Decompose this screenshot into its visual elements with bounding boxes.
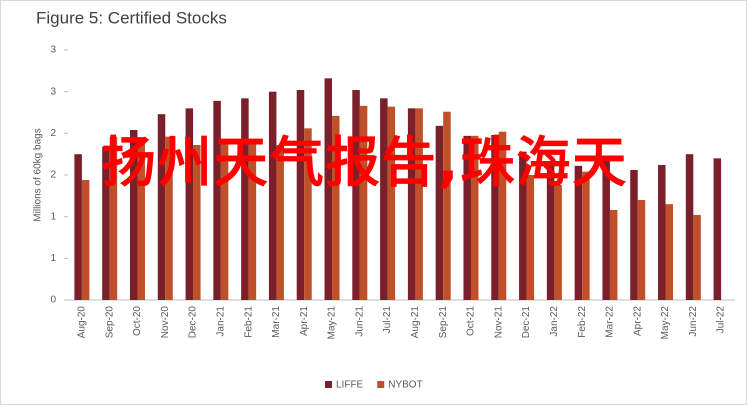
bar — [74, 154, 82, 300]
bar — [574, 165, 583, 300]
bar — [658, 165, 666, 300]
x-tick-label: Jun-21 — [354, 306, 365, 337]
bar — [304, 128, 312, 300]
bar — [387, 106, 396, 301]
y-tick-label: 3 — [50, 86, 56, 97]
x-tick-label: Jul-22 — [716, 306, 727, 334]
y-axis-label: Millions of 60kg bags — [33, 128, 44, 221]
x-tick-label: Feb-21 — [243, 306, 254, 338]
legend-swatch — [325, 381, 332, 388]
x-tick-label: Nov-21 — [493, 306, 504, 339]
y-tick-label: 1 — [50, 253, 56, 264]
bar — [193, 145, 201, 300]
bar — [546, 163, 555, 300]
x-tick-label: Jul-21 — [382, 306, 393, 334]
bar — [324, 78, 333, 300]
x-tick-label: Oct-21 — [466, 306, 477, 336]
bar — [220, 140, 229, 300]
y-tick-label: 2 — [50, 128, 56, 139]
bar — [519, 151, 527, 300]
bar — [380, 98, 388, 300]
bar — [526, 175, 535, 300]
x-tick-label: Oct-20 — [132, 306, 143, 336]
bar — [276, 145, 284, 300]
x-tick-label: Aug-21 — [410, 306, 421, 339]
x-tick-label: Mar-21 — [271, 306, 282, 338]
bar — [129, 130, 138, 300]
legend-label: LIFFE — [336, 380, 364, 391]
chart-title: Figure 5: Certified Stocks — [36, 8, 227, 27]
x-tick-label: Mar-22 — [605, 306, 616, 338]
bar — [582, 171, 590, 300]
x-tick-label: Sep-20 — [104, 306, 115, 339]
bar — [165, 136, 173, 300]
bar — [443, 111, 451, 301]
bar — [185, 108, 194, 300]
x-tick-label: Jan-22 — [549, 306, 560, 337]
bar — [491, 135, 499, 300]
bar — [213, 100, 221, 300]
bar — [630, 170, 638, 300]
bar — [693, 215, 701, 300]
legend-swatch — [377, 381, 385, 388]
bar — [332, 115, 340, 300]
y-tick-label: 0 — [50, 295, 56, 306]
bar — [470, 135, 479, 300]
y-tick-label: 3 — [50, 45, 56, 56]
bar — [157, 114, 166, 301]
bar — [609, 210, 618, 300]
bar — [713, 158, 722, 300]
x-tick-label: May-22 — [660, 306, 671, 340]
overlay-text: 扬州天气报告,珠海天 — [101, 131, 629, 194]
bar — [435, 125, 444, 300]
bar — [685, 154, 694, 300]
x-tick-label: Sep-21 — [438, 306, 449, 339]
bar — [415, 108, 423, 300]
bar — [352, 90, 360, 300]
bar — [463, 135, 471, 300]
bar — [407, 108, 416, 300]
x-tick-label: Jun-22 — [688, 306, 699, 337]
bar — [498, 131, 507, 300]
x-tick-label: Apr-22 — [632, 306, 643, 336]
x-tick-label: Aug-20 — [77, 306, 88, 339]
y-tick-label: 2 — [50, 170, 56, 181]
bar — [109, 136, 118, 300]
bar — [637, 200, 646, 300]
x-tick-label: Dec-21 — [521, 306, 532, 339]
y-tick-label: 1 — [50, 211, 56, 222]
legend-label: NYBOT — [388, 380, 422, 391]
bar — [102, 146, 110, 300]
x-tick-label: Feb-22 — [577, 306, 588, 338]
x-tick-label: May-21 — [327, 306, 338, 340]
bar — [248, 140, 257, 300]
bar — [359, 105, 368, 300]
bar — [268, 91, 277, 301]
bar — [81, 180, 90, 300]
bar — [241, 98, 249, 300]
bar — [296, 90, 305, 300]
x-tick-label: Apr-21 — [299, 306, 310, 336]
x-tick-label: Jan-21 — [215, 306, 226, 337]
x-tick-label: Nov-20 — [160, 306, 171, 339]
bar — [554, 185, 562, 300]
bar — [665, 204, 674, 300]
bar — [137, 140, 145, 300]
x-tick-label: Dec-20 — [188, 306, 199, 339]
bar — [602, 160, 610, 300]
